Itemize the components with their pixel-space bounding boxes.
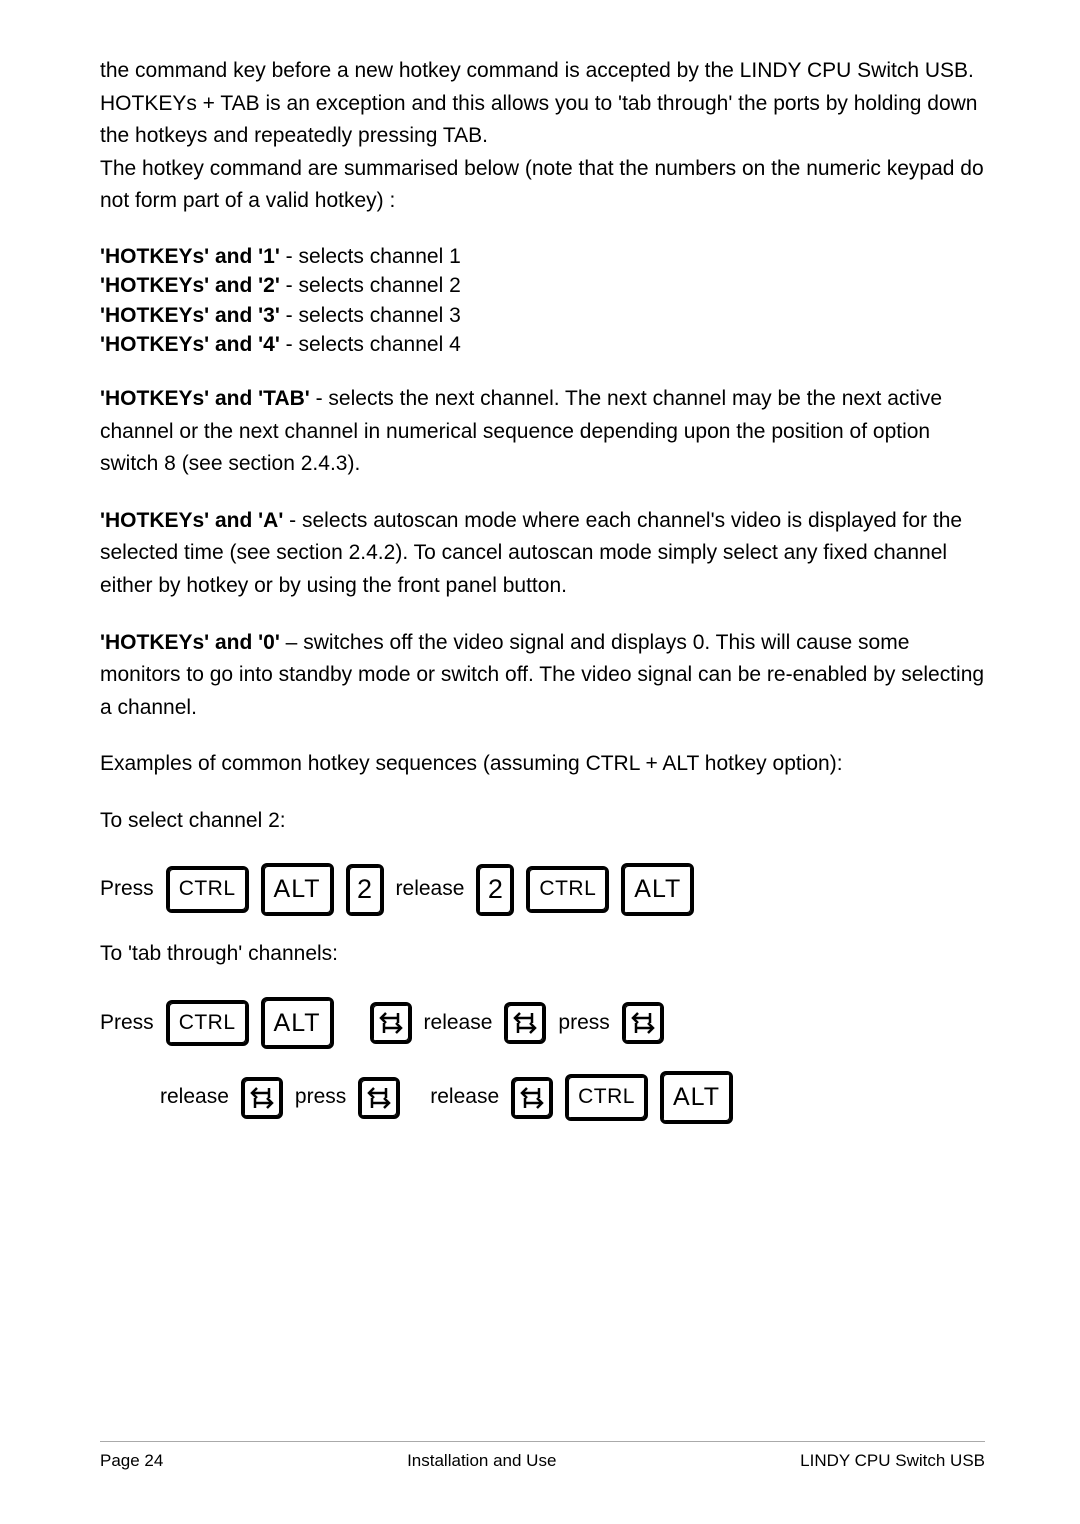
alt-key-icon: ALT <box>621 863 694 916</box>
tab-through-label: To 'tab through' channels: <box>100 938 985 971</box>
para-tab-bold: 'HOTKEYs' and 'TAB' <box>100 387 310 410</box>
ctrl-key-icon: CTRL <box>166 1000 249 1047</box>
list-bold: 'HOTKEYs' and '4' <box>100 333 280 356</box>
two-key-icon: 2 <box>346 864 384 916</box>
examples-intro: Examples of common hotkey sequences (ass… <box>100 748 985 781</box>
list-rest: - selects channel 1 <box>280 245 461 268</box>
list-item: 'HOTKEYs' and '3' - selects channel 3 <box>100 301 985 330</box>
tab-key-icon <box>622 1002 664 1044</box>
footer-center: Installation and Use <box>407 1448 556 1474</box>
intro-paragraph: the command key before a new hotkey comm… <box>100 55 985 218</box>
press-lc-label: press <box>558 1007 609 1040</box>
ctrl-key-icon: CTRL <box>526 866 609 913</box>
tab-key-icon <box>370 1002 412 1044</box>
footer-left: Page 24 <box>100 1448 163 1474</box>
para-a: 'HOTKEYs' and 'A' - selects autoscan mod… <box>100 505 985 603</box>
list-rest: - selects channel 2 <box>280 274 461 297</box>
alt-key-icon: ALT <box>261 997 334 1050</box>
tab-key-icon <box>504 1002 546 1044</box>
release-label: release <box>424 1007 493 1040</box>
list-bold: 'HOTKEYs' and '1' <box>100 245 280 268</box>
list-bold: 'HOTKEYs' and '2' <box>100 274 280 297</box>
ctrl-key-icon: CTRL <box>565 1074 648 1121</box>
key-sequence-select-ch2: Press CTRL ALT 2 release 2 CTRL ALT <box>100 863 985 916</box>
list-bold: 'HOTKEYs' and '3' <box>100 304 280 327</box>
list-item: 'HOTKEYs' and '1' - selects channel 1 <box>100 242 985 271</box>
hotkey-list: 'HOTKEYs' and '1' - selects channel 1 'H… <box>100 242 985 360</box>
release-label: release <box>160 1081 229 1114</box>
key-sequence-tab-1: Press CTRL ALT release press <box>100 997 985 1050</box>
tab-key-icon <box>241 1077 283 1119</box>
footer-right: LINDY CPU Switch USB <box>800 1448 985 1474</box>
alt-key-icon: ALT <box>660 1071 733 1124</box>
page-footer: Page 24 Installation and Use LINDY CPU S… <box>100 1441 985 1474</box>
two-key-icon: 2 <box>476 864 514 916</box>
press-label: Press <box>100 1007 154 1040</box>
para-a-bold: 'HOTKEYs' and 'A' <box>100 509 283 532</box>
tab-key-icon <box>358 1077 400 1119</box>
release-label: release <box>396 873 465 906</box>
select-ch2-label: To select channel 2: <box>100 805 985 838</box>
list-rest: - selects channel 3 <box>280 304 461 327</box>
ctrl-key-icon: CTRL <box>166 866 249 913</box>
para-zero-bold: 'HOTKEYs' and '0' <box>100 631 280 654</box>
press-lc-label: press <box>295 1081 346 1114</box>
intro-text-1: the command key before a new hotkey comm… <box>100 59 978 147</box>
para-tab: 'HOTKEYs' and 'TAB' - selects the next c… <box>100 383 985 481</box>
press-label: Press <box>100 873 154 906</box>
tab-key-icon <box>511 1077 553 1119</box>
intro-text-2: The hotkey command are summarised below … <box>100 157 984 213</box>
para-zero: 'HOTKEYs' and '0' – switches off the vid… <box>100 627 985 725</box>
alt-key-icon: ALT <box>261 863 334 916</box>
list-item: 'HOTKEYs' and '4' - selects channel 4 <box>100 330 985 359</box>
release-label: release <box>430 1081 499 1114</box>
list-rest: - selects channel 4 <box>280 333 461 356</box>
list-item: 'HOTKEYs' and '2' - selects channel 2 <box>100 271 985 300</box>
key-sequence-tab-2: release press release <box>160 1071 985 1124</box>
